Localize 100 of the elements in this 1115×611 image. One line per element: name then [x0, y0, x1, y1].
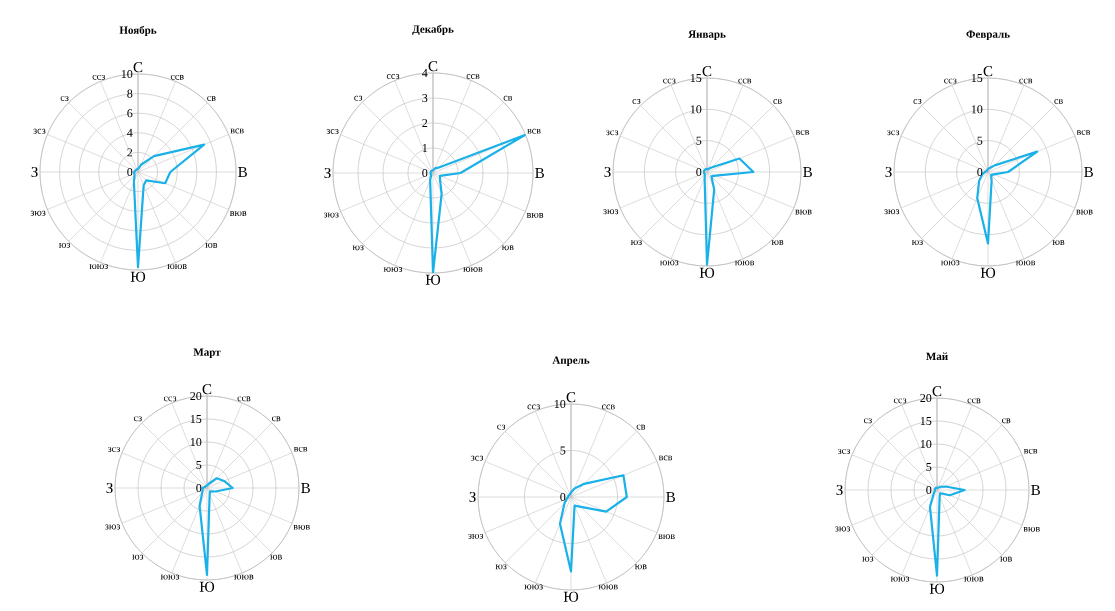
- spoke-label: Ю: [563, 591, 579, 602]
- spoke-label: зюз: [884, 209, 900, 215]
- spoke-label: св: [636, 424, 646, 430]
- y-tick-label: 5: [196, 461, 202, 469]
- y-tick-label: 2: [127, 148, 133, 157]
- spoke-label: Ю: [980, 267, 996, 278]
- y-tick-label: 10: [971, 105, 983, 114]
- spoke-label: св: [1054, 99, 1063, 104]
- y-tick-label: 15: [690, 73, 702, 83]
- y-tick-label: 0: [422, 168, 428, 178]
- spoke-label: ссв: [466, 74, 480, 79]
- spoke-label: ссз: [92, 74, 105, 80]
- spoke-label: зсз: [606, 130, 619, 136]
- spoke-label: В: [803, 167, 812, 177]
- y-tick-label: 2: [422, 119, 428, 127]
- spoke-label: всв: [230, 128, 244, 134]
- spoke-label: сз: [913, 99, 922, 104]
- spoke-label: юв: [771, 240, 784, 245]
- spoke-label: юз: [911, 240, 923, 245]
- spoke-label: сз: [632, 99, 641, 104]
- spoke-label: вюв: [658, 534, 675, 540]
- spoke-label: св: [271, 416, 281, 422]
- y-tick-label: 4: [127, 128, 133, 137]
- spoke-label: юв: [205, 242, 218, 248]
- y-tick-label: 10: [554, 399, 566, 409]
- spoke-label: Ю: [425, 274, 441, 285]
- chart-title: Январь: [688, 30, 726, 41]
- spoke-label: ссз: [527, 404, 540, 410]
- spoke-label: З: [836, 484, 843, 496]
- spoke-label: ююв: [463, 267, 483, 272]
- spoke-label: С: [566, 392, 576, 403]
- spoke-label: ссз: [893, 398, 907, 404]
- spoke-label: С: [702, 66, 712, 77]
- spoke-label: вюв: [526, 212, 544, 218]
- spoke-label: ссв: [170, 74, 184, 80]
- spoke-label: зсз: [326, 129, 339, 134]
- spoke-label: юз: [862, 556, 874, 562]
- y-tick-label: 0: [926, 485, 932, 495]
- spoke-label: ююз: [89, 264, 108, 270]
- spoke-label: В: [1031, 485, 1040, 495]
- y-tick-label: 5: [926, 463, 932, 471]
- chart-title: Апрель: [552, 356, 590, 367]
- spoke-label: всв: [293, 446, 308, 452]
- spoke-label: сз: [863, 418, 872, 424]
- spoke-label: ююв: [167, 264, 187, 270]
- spoke-label: всв: [1023, 448, 1038, 454]
- spoke-label: С: [202, 384, 212, 395]
- spoke-label: В: [238, 167, 247, 177]
- spoke-label: юз: [132, 554, 144, 560]
- y-tick-label: 15: [190, 414, 202, 424]
- spoke-label: Ю: [199, 581, 215, 592]
- spoke-label: св: [207, 96, 216, 101]
- spoke-label: ююз: [941, 260, 960, 266]
- spoke-label: Ю: [929, 583, 945, 594]
- spoke-label: юв: [634, 564, 647, 570]
- spoke-label: ююз: [383, 267, 403, 272]
- y-tick-label: 15: [971, 73, 983, 83]
- spoke-label: зюз: [835, 526, 850, 532]
- spoke-label: З: [604, 166, 611, 178]
- spoke-label: В: [666, 492, 675, 502]
- spoke-label: ссз: [944, 78, 957, 84]
- spoke-label: Ю: [130, 271, 146, 282]
- spoke-label: всв: [658, 455, 673, 461]
- spoke-label: юв: [501, 245, 514, 251]
- spoke-label: ссв: [1019, 78, 1033, 84]
- spoke-label: ссв: [967, 398, 981, 404]
- spoke-label: всв: [795, 130, 810, 135]
- spoke-label: юз: [59, 242, 70, 248]
- spoke-label: ссв: [237, 396, 251, 402]
- spoke-label: ююз: [160, 574, 180, 580]
- y-tick-label: 0: [696, 167, 702, 177]
- chart-title: Ноябрь: [119, 25, 157, 37]
- y-tick-label: 1: [422, 144, 428, 152]
- y-tick-label: 8: [127, 89, 133, 98]
- spoke-label: С: [983, 66, 993, 77]
- spoke-label: зсз: [471, 455, 484, 461]
- spoke-label: ссв: [601, 404, 615, 410]
- spoke-label: зсз: [108, 447, 120, 452]
- spoke-label: св: [503, 95, 513, 101]
- y-tick-label: 5: [977, 136, 983, 145]
- y-tick-label: 10: [121, 69, 133, 79]
- y-tick-label: 6: [127, 109, 133, 118]
- spoke-label: зюз: [323, 212, 339, 218]
- spoke-label: С: [133, 62, 143, 73]
- chart-title: Май: [926, 352, 948, 361]
- spoke-label: З: [31, 166, 38, 178]
- spoke-label: св: [773, 99, 782, 104]
- spoke-label: всв: [527, 128, 541, 134]
- spoke-label: ссв: [738, 78, 752, 84]
- spoke-label: З: [106, 482, 113, 494]
- y-tick-label: 10: [190, 437, 202, 447]
- spoke-label: вюв: [1023, 526, 1040, 532]
- y-tick-label: 10: [690, 105, 702, 114]
- y-tick-label: 3: [422, 93, 428, 103]
- chart-title: Февраль: [966, 30, 1010, 41]
- spoke-label: ссз: [663, 78, 676, 84]
- spoke-label: всв: [1076, 130, 1091, 135]
- spoke-label: зюз: [603, 209, 619, 215]
- y-tick-label: 20: [190, 391, 202, 401]
- spoke-label: вюв: [795, 209, 812, 215]
